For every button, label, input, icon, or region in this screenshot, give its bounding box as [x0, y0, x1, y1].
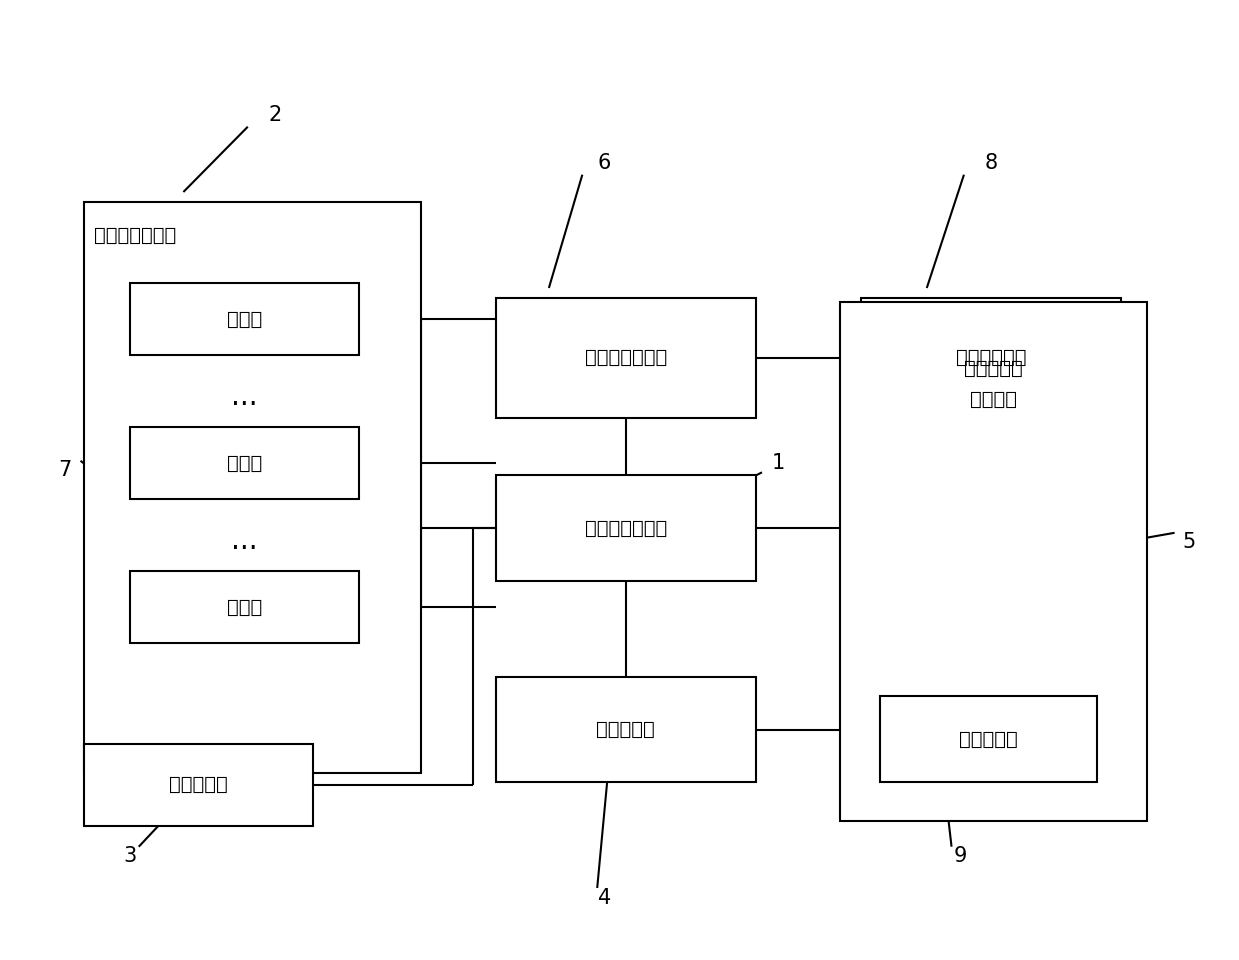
Text: 镜像加速器: 镜像加速器 — [959, 730, 1017, 749]
Text: 8: 8 — [985, 154, 997, 173]
Text: 加速器设备: 加速器设备 — [596, 720, 655, 739]
Text: 5: 5 — [1183, 533, 1196, 552]
Bar — [496, 475, 756, 581]
Bar — [130, 427, 359, 499]
Text: 关系数据库: 关系数据库 — [170, 776, 228, 794]
Text: 7: 7 — [58, 461, 71, 480]
Text: 治疗室: 治疗室 — [227, 454, 263, 472]
Bar — [84, 202, 421, 773]
Text: 治疗室控制系统: 治疗室控制系统 — [94, 226, 176, 245]
Bar — [130, 283, 359, 355]
Text: 6: 6 — [598, 154, 611, 173]
Text: ···: ··· — [230, 391, 258, 420]
Bar — [496, 298, 756, 418]
Text: 4: 4 — [598, 888, 611, 907]
Bar — [496, 677, 756, 782]
Text: 治疗室: 治疗室 — [227, 310, 263, 328]
Bar — [130, 571, 359, 643]
Bar — [84, 744, 313, 826]
Text: ···: ··· — [230, 535, 258, 564]
Text: 加速器控制模块: 加速器控制模块 — [585, 518, 667, 538]
Text: 镜像加速器
生成模块: 镜像加速器 生成模块 — [964, 359, 1023, 409]
Bar — [880, 696, 1097, 782]
Text: 9: 9 — [954, 847, 966, 866]
Text: 治疗室切换模块: 治疗室切换模块 — [585, 348, 667, 367]
Bar — [861, 298, 1121, 418]
Bar — [840, 302, 1147, 821]
Text: 2: 2 — [269, 106, 281, 125]
Text: 3: 3 — [124, 847, 136, 866]
Text: 治疗室: 治疗室 — [227, 598, 263, 616]
Text: 1: 1 — [772, 453, 784, 472]
Text: 状态监测模块: 状态监测模块 — [957, 348, 1026, 367]
